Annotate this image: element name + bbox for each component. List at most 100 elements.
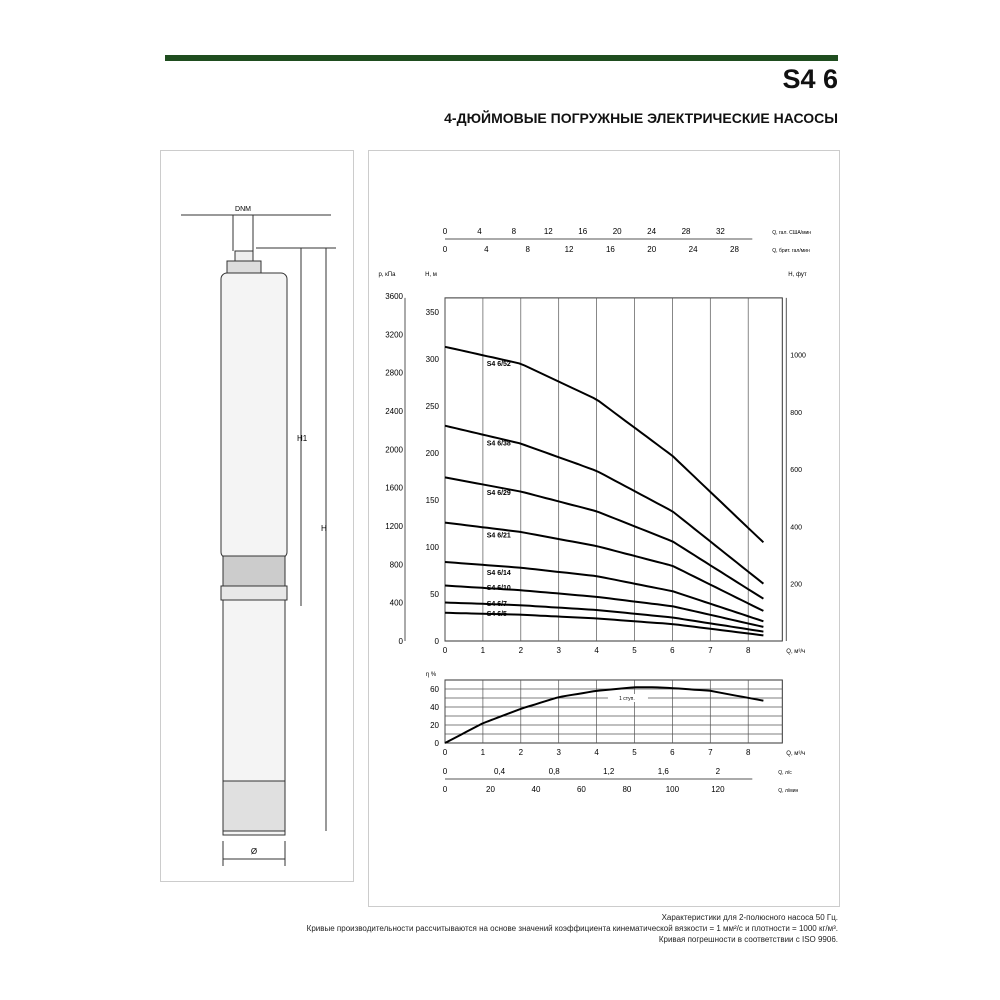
footer-line: Кривые производительности рассчитываются… bbox=[306, 924, 838, 933]
curve-label: S4 6/52 bbox=[487, 361, 511, 368]
eff-x-axis-label: Q, м³/ч bbox=[786, 751, 805, 757]
kpa-tick-label: 1600 bbox=[385, 484, 403, 493]
x-tick-label: 7 bbox=[708, 646, 713, 655]
eff-x-tick-label: 3 bbox=[556, 748, 561, 757]
y-tick-label: 250 bbox=[426, 402, 440, 411]
h1-label: H1 bbox=[297, 434, 308, 443]
kpa-tick-label: 800 bbox=[390, 560, 404, 569]
x-tick-label: 2 bbox=[519, 646, 524, 655]
top-us-tick-label: 12 bbox=[544, 227, 553, 236]
header-accent-bar bbox=[165, 55, 838, 61]
ls-tick-label: 0 bbox=[443, 767, 448, 776]
y-tick-label: 200 bbox=[426, 449, 440, 458]
kpa-tick-label: 2800 bbox=[385, 369, 403, 378]
eff-x-tick-label: 5 bbox=[632, 748, 637, 757]
curve-S4-6-38 bbox=[444, 424, 765, 585]
eff-x-tick-label: 1 bbox=[481, 748, 486, 757]
top-uk-tick-label: 4 bbox=[484, 245, 489, 254]
top-us-tick-label: 4 bbox=[477, 227, 482, 236]
chart-panel: 0 1 2 3 4 5 6 7 8 Q, м³/ч 0 50 100 150 200 250 300 350 H, … bbox=[368, 150, 840, 907]
x-tick-label: 4 bbox=[594, 646, 599, 655]
lmin-axis-label: Q, л/мин bbox=[778, 788, 798, 794]
diameter-label: Ø bbox=[251, 847, 257, 856]
eff-x-tick-label: 6 bbox=[670, 748, 675, 757]
lmin-tick-label: 0 bbox=[443, 785, 448, 794]
curve-label: S4 6/7 bbox=[487, 601, 507, 608]
ft-tick-label: 800 bbox=[790, 410, 802, 417]
curve-S4-6-29 bbox=[444, 476, 764, 600]
x-tick-label: 0 bbox=[443, 646, 448, 655]
ls-tick-label: 0,4 bbox=[494, 767, 506, 776]
eff-y-tick-label: 20 bbox=[430, 721, 439, 730]
top-uk-tick-label: 8 bbox=[525, 245, 530, 254]
curve-S4-6-7 bbox=[444, 601, 764, 633]
y-tick-label: 50 bbox=[430, 590, 439, 599]
eff-x-tick-label: 4 bbox=[594, 748, 599, 757]
top-us-tick-label: 8 bbox=[512, 227, 517, 236]
h-label: H bbox=[321, 524, 327, 533]
top-uk-tick-label: 16 bbox=[606, 245, 615, 254]
performance-chart: 0 1 2 3 4 5 6 7 8 Q, м³/ч050100150200250300350H, … bbox=[379, 227, 812, 794]
dnm-label: DNM bbox=[235, 206, 251, 213]
ls-tick-label: 2 bbox=[716, 767, 721, 776]
top-uk-tick-label: 0 bbox=[443, 245, 448, 254]
footer-line: Характеристики для 2-полюсного насоса 50… bbox=[661, 913, 838, 922]
ls-axis-label: Q, л/с bbox=[778, 770, 792, 776]
top-us-tick-label: 32 bbox=[716, 227, 725, 236]
y-axis-label: H, м bbox=[425, 272, 437, 278]
curve-label: S4 6/10 bbox=[487, 585, 511, 592]
x-tick-label: 6 bbox=[670, 646, 675, 655]
y-tick-label: 0 bbox=[435, 637, 440, 646]
lmin-tick-label: 40 bbox=[532, 785, 541, 794]
x-tick-label: 1 bbox=[481, 646, 486, 655]
kpa-tick-label: 2400 bbox=[385, 407, 403, 416]
kpa-tick-label: 1200 bbox=[385, 522, 403, 531]
top-us-tick-label: 24 bbox=[647, 227, 656, 236]
kpa-axis-label: p, кПа bbox=[379, 272, 397, 278]
lmin-tick-label: 120 bbox=[711, 785, 725, 794]
y-tick-label: 150 bbox=[426, 496, 440, 505]
top-us-tick-label: 0 bbox=[443, 227, 448, 236]
x-axis-label: Q, м³/ч bbox=[786, 649, 805, 655]
top-us-tick-label: 28 bbox=[682, 227, 691, 236]
curve-label: S4 6/38 bbox=[487, 441, 511, 448]
kpa-tick-label: 400 bbox=[390, 599, 404, 608]
pump-drawing-panel: DNM H1 H Ø bbox=[160, 150, 354, 882]
curve-label: S4 6/29 bbox=[487, 490, 511, 497]
lmin-tick-label: 80 bbox=[622, 785, 631, 794]
y-tick-label: 100 bbox=[426, 543, 440, 552]
ft-tick-label: 400 bbox=[790, 524, 802, 531]
curve-label: S4 6/14 bbox=[487, 570, 511, 577]
kpa-tick-label: 3200 bbox=[385, 330, 403, 339]
top-uk-tick-label: 28 bbox=[730, 245, 739, 254]
curve-S4-6-21 bbox=[444, 521, 764, 612]
top-us-tick-label: 20 bbox=[613, 227, 622, 236]
eff-x-tick-label: 0 bbox=[443, 748, 448, 757]
lmin-tick-label: 60 bbox=[577, 785, 586, 794]
kpa-tick-label: 2000 bbox=[385, 445, 403, 454]
top-us-tick-label: 16 bbox=[578, 227, 587, 236]
ft-tick-label: 200 bbox=[790, 582, 802, 589]
eff-y-tick-label: 0 bbox=[435, 739, 440, 748]
eff-y-tick-label: 40 bbox=[430, 703, 439, 712]
top-uk-tick-label: 12 bbox=[565, 245, 574, 254]
curve-S4-6-52 bbox=[444, 345, 765, 544]
eff-y-axis-label: η % bbox=[426, 672, 437, 678]
page-title: S4 6 bbox=[782, 64, 838, 94]
curve-S4-6-5 bbox=[444, 611, 764, 637]
curve-label: S4 6/5 bbox=[487, 611, 507, 618]
eff-annotation: 1 ступ. bbox=[619, 696, 635, 702]
footer-notes: Характеристики для 2-полюсного насоса 50… bbox=[307, 912, 838, 945]
ls-tick-label: 1,2 bbox=[603, 767, 615, 776]
y-tick-label: 350 bbox=[426, 308, 440, 317]
x-tick-label: 3 bbox=[556, 646, 561, 655]
ft-tick-label: 600 bbox=[790, 467, 802, 474]
lmin-tick-label: 20 bbox=[486, 785, 495, 794]
curve-S4-6-10 bbox=[444, 584, 764, 628]
ft-axis-label: H, фут bbox=[788, 272, 807, 278]
footer-line: Кривая погрешности в соответствии с ISO … bbox=[658, 935, 838, 944]
ls-tick-label: 0,8 bbox=[549, 767, 561, 776]
top-uk-tick-label: 20 bbox=[647, 245, 656, 254]
x-tick-label: 8 bbox=[746, 646, 751, 655]
ls-tick-label: 1,6 bbox=[658, 767, 670, 776]
